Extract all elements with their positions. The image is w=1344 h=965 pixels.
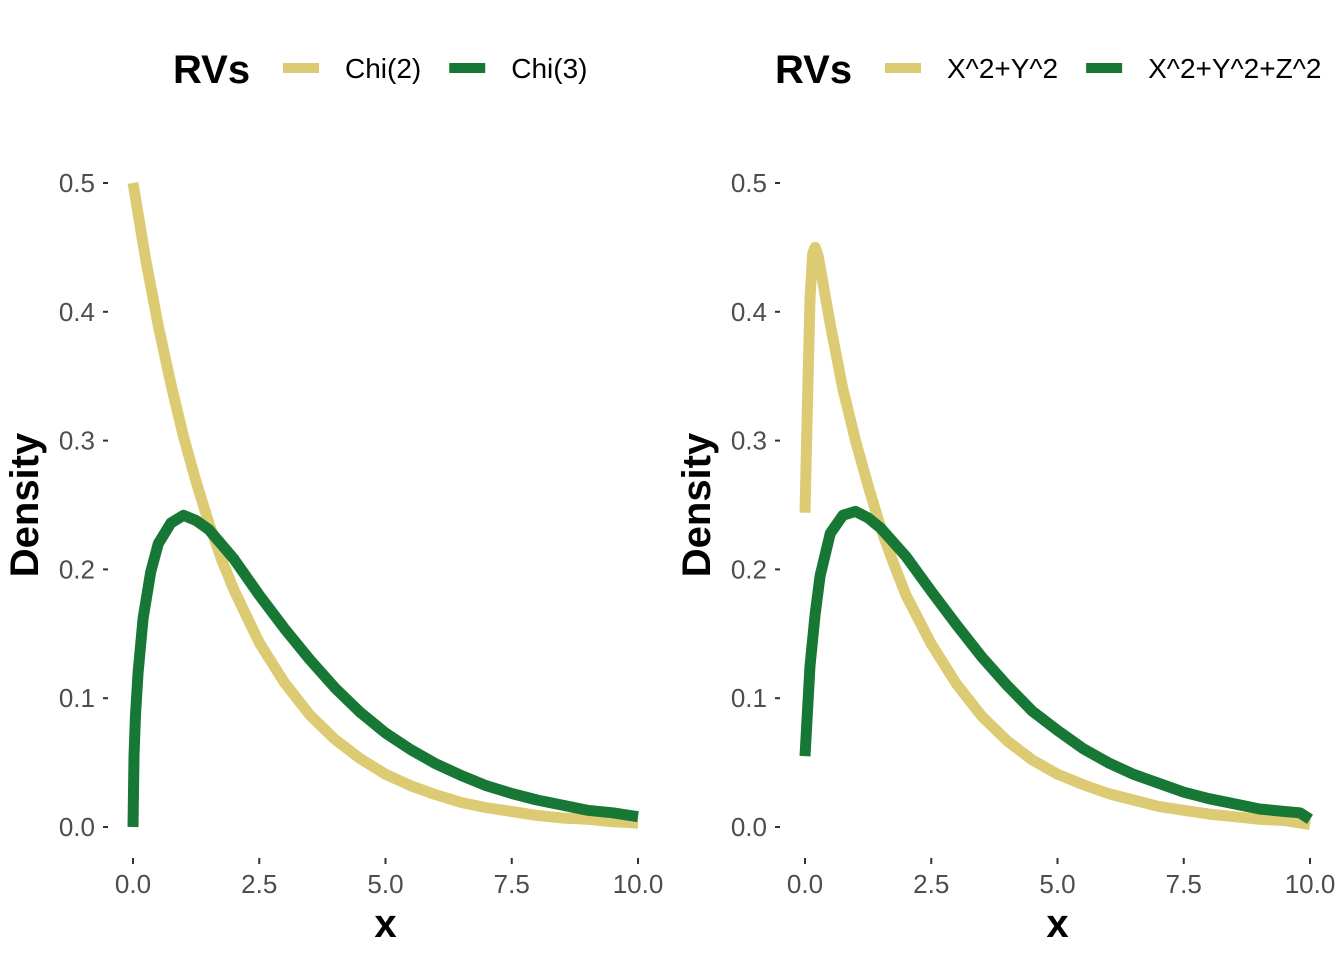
y-axis-title: Density [3, 432, 47, 577]
legend: RVs X^2+Y^2 X^2+Y^2+Z^2 [775, 48, 1321, 92]
series-line-2 [127, 509, 639, 828]
series-line-1 [799, 241, 1311, 830]
y-tick-label: 0.4 [731, 297, 767, 327]
y-tick-label: 0.3 [59, 426, 95, 456]
x-tick-label: 2.5 [241, 869, 277, 899]
legend: RVs Chi(2) Chi(3) [173, 48, 587, 92]
x-tick-label: 10.0 [1285, 869, 1336, 899]
y-tick-label: 0.4 [59, 297, 95, 327]
x-tick-label: 5.0 [1039, 869, 1075, 899]
y-tick-label: 0.5 [59, 168, 95, 198]
x-axis-title: x [374, 902, 396, 946]
series-line-2 [799, 505, 1313, 824]
y-tick-label: 0.1 [731, 683, 767, 713]
x-axis-title: x [1046, 902, 1068, 946]
x-tick-label: 5.0 [367, 869, 403, 899]
y-tick-label: 0.2 [731, 554, 767, 584]
y-tick-label: 0.0 [731, 812, 767, 842]
x-tick-label: 10.0 [613, 869, 664, 899]
legend-label-2: Chi(3) [511, 53, 587, 84]
chart-panel-1: RVs Chi(2) Chi(3) 0.0 0.1 0.2 0.3 0.4 0.5 0.0 2.5 5… [3, 48, 663, 946]
x-tick-label: 2.5 [913, 869, 949, 899]
legend-label-1: X^2+Y^2 [947, 53, 1058, 84]
chart-panel-2: RVs X^2+Y^2 X^2+Y^2+Z^2 0.0 0.1 0.2 0.3 0.4 0.5 0… [675, 48, 1335, 946]
y-tick-label: 0.3 [731, 426, 767, 456]
legend-title: RVs [173, 48, 250, 92]
x-tick-label: 7.5 [494, 869, 530, 899]
y-axis-title: Density [675, 432, 719, 577]
x-tick-label: 0.0 [787, 869, 823, 899]
y-tick-label: 0.0 [59, 812, 95, 842]
y-tick-label: 0.5 [731, 168, 767, 198]
series-line-1 [127, 182, 639, 829]
x-tick-label: 0.0 [115, 869, 151, 899]
legend-label-2: X^2+Y^2+Z^2 [1148, 53, 1321, 84]
y-tick-label: 0.1 [59, 683, 95, 713]
legend-title: RVs [775, 48, 852, 92]
y-tick-label: 0.2 [59, 554, 95, 584]
legend-label-1: Chi(2) [345, 53, 421, 84]
x-tick-label: 7.5 [1166, 869, 1202, 899]
